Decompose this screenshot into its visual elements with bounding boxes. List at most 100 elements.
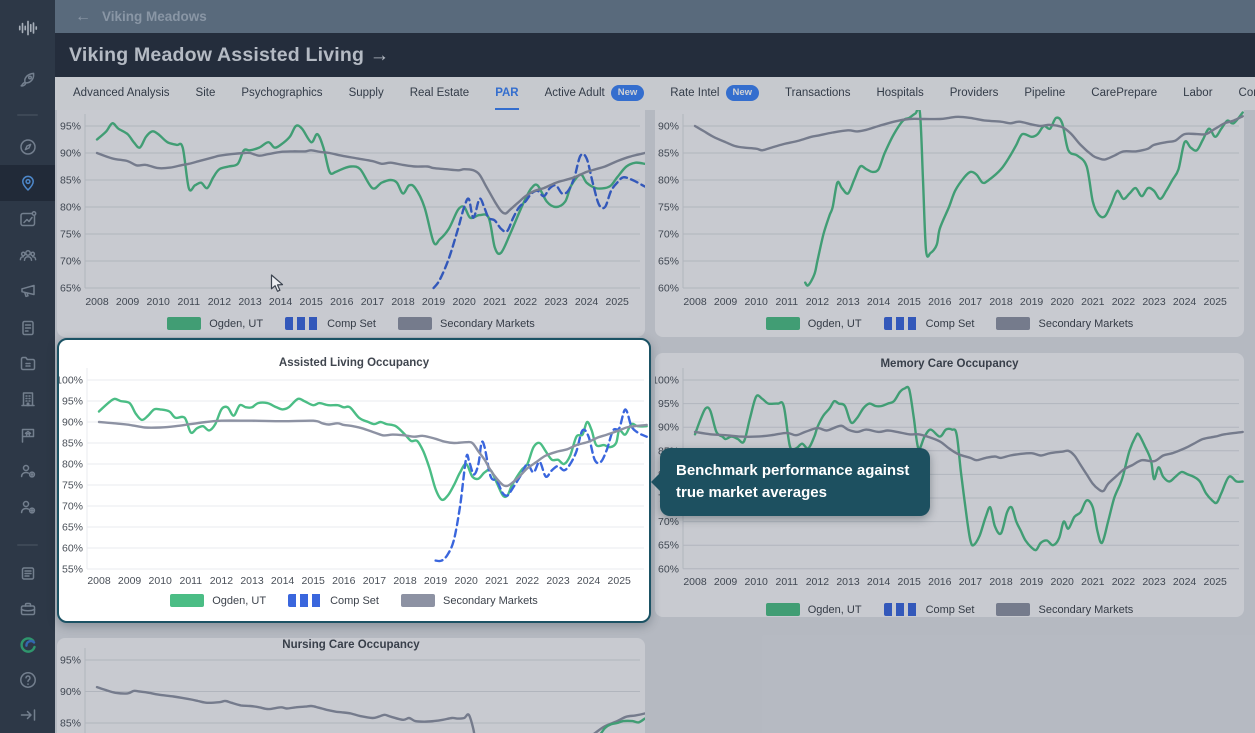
legend-swatch <box>765 317 800 330</box>
svg-text:2017: 2017 <box>363 575 387 587</box>
tab-supply[interactable]: Supply <box>348 86 384 99</box>
legend-label: Ogden, UT <box>209 317 264 330</box>
svg-text:2010: 2010 <box>745 576 769 588</box>
sidebar-item-news[interactable] <box>0 555 55 591</box>
tab-rate-intel[interactable]: Rate Intel New <box>670 77 760 110</box>
legend-item: Ogden, UT <box>167 317 263 330</box>
chart-card-top-right: 90% 85% 80% 75% 70% 65% 60% 2008 2009 2010 2011 201… <box>655 110 1244 337</box>
svg-text:2009: 2009 <box>714 296 738 308</box>
svg-text:2019: 2019 <box>1020 296 1044 308</box>
svg-text:2010: 2010 <box>745 296 769 308</box>
svg-text:2019: 2019 <box>1020 576 1044 588</box>
sidebar-item-reports[interactable] <box>0 310 55 346</box>
svg-text:2014: 2014 <box>867 296 891 308</box>
legend-item: Comp Set <box>285 317 376 330</box>
legend-swatch <box>400 594 435 607</box>
svg-text:90%: 90% <box>60 148 81 160</box>
sidebar-item-jobs[interactable] <box>0 591 55 627</box>
svg-text:2018: 2018 <box>391 296 415 308</box>
svg-text:2022: 2022 <box>516 575 540 587</box>
svg-text:2022: 2022 <box>514 296 538 308</box>
sidebar-item-demographics[interactable] <box>0 237 55 273</box>
svg-text:2013: 2013 <box>836 296 860 308</box>
legend-item: Secondary Markets <box>400 594 538 607</box>
tab-active-adult[interactable]: Active Adult New <box>545 77 645 110</box>
legend-label: Ogden, UT <box>807 603 862 616</box>
legend-label: Secondary Markets <box>442 594 538 607</box>
tab-advanced-analysis[interactable]: Advanced Analysis <box>73 86 170 99</box>
waveform-logo-icon <box>18 20 37 36</box>
tab-real-estate[interactable]: Real Estate <box>409 86 470 99</box>
svg-text:60%: 60% <box>658 283 679 295</box>
back-label[interactable]: Viking Meadows <box>102 9 207 24</box>
sidebar-item-markets[interactable] <box>0 165 55 201</box>
svg-text:2020: 2020 <box>1051 576 1075 588</box>
tab-psychographics[interactable]: Psychographics <box>241 86 323 99</box>
tab-transactions[interactable]: Transactions <box>785 86 851 99</box>
property-sign-icon <box>21 428 34 443</box>
tour-tooltip-text: Benchmark performance against true marke… <box>676 462 910 501</box>
sidebar-item-help[interactable] <box>0 662 55 698</box>
sidebar-item-marketing[interactable] <box>0 273 55 309</box>
tab-labor[interactable]: Labor <box>1183 86 1213 99</box>
collapse-icon <box>20 709 35 721</box>
tab-careprepare[interactable]: CarePrepare <box>1091 86 1158 99</box>
tab-hospitals[interactable]: Hospitals <box>876 86 924 99</box>
svg-text:2025: 2025 <box>1204 576 1228 588</box>
chart-card-top-left: 95% 90% 85% 80% 75% 70% 65% 2008 2009 2010 2011 201… <box>57 110 646 337</box>
topbar: ← Viking Meadows <box>55 0 1255 33</box>
sidebar-item-contacts[interactable] <box>0 489 55 525</box>
sidebar-item-brand[interactable] <box>0 627 55 663</box>
briefcase-icon <box>20 602 35 616</box>
legend-item: Ogden, UT <box>170 594 266 607</box>
tab-site[interactable]: Site <box>195 86 216 99</box>
svg-text:95%: 95% <box>60 121 81 133</box>
svg-text:2008: 2008 <box>85 296 109 308</box>
svg-text:2013: 2013 <box>240 575 264 587</box>
tab-pipeline[interactable]: Pipeline <box>1024 86 1066 99</box>
tab-providers[interactable]: Providers <box>949 86 999 99</box>
chart-frame-icon <box>19 211 36 227</box>
mouse-cursor <box>270 274 285 298</box>
legend-swatch <box>765 603 800 616</box>
sidebar-item-real-estate[interactable] <box>0 417 55 453</box>
svg-text:100%: 100% <box>59 375 83 387</box>
svg-text:2018: 2018 <box>989 576 1013 588</box>
svg-text:2023: 2023 <box>1142 576 1166 588</box>
sidebar-item-collapse[interactable] <box>0 697 55 733</box>
tab-par[interactable]: PAR <box>495 77 519 110</box>
sidebar-item-analytics[interactable] <box>0 201 55 237</box>
svg-text:2014: 2014 <box>867 576 891 588</box>
svg-text:90%: 90% <box>658 422 679 434</box>
svg-text:2025: 2025 <box>608 575 632 587</box>
sidebar-item-providers[interactable] <box>0 453 55 489</box>
app-logo[interactable] <box>0 10 55 46</box>
sidebar-item-hospitals[interactable] <box>0 381 55 417</box>
svg-text:2015: 2015 <box>302 575 326 587</box>
sidebar-item-explore[interactable] <box>0 129 55 165</box>
svg-text:95%: 95% <box>62 396 83 408</box>
chart-legend: Ogden, UT Comp Set Secondary Markets <box>655 603 1244 616</box>
svg-text:2023: 2023 <box>546 575 570 587</box>
svg-text:2008: 2008 <box>683 296 707 308</box>
folder-apps-icon <box>20 356 35 371</box>
sidebar-item-portfolio[interactable] <box>0 345 55 381</box>
legend-label: Ogden, UT <box>807 317 862 330</box>
svg-text:2020: 2020 <box>1051 296 1075 308</box>
nursing-care-chart: 95%90%85%80%Nursing Care Occupancy <box>57 638 646 733</box>
svg-text:2016: 2016 <box>332 575 356 587</box>
compass-icon <box>19 139 36 155</box>
sidebar-item-launch[interactable] <box>0 61 55 97</box>
svg-text:2019: 2019 <box>424 575 448 587</box>
svg-text:85%: 85% <box>62 438 83 450</box>
tab-construction-cost[interactable]: Construction Cost <box>1238 86 1255 99</box>
svg-text:2017: 2017 <box>959 296 983 308</box>
svg-text:2020: 2020 <box>455 575 479 587</box>
sidebar-divider <box>17 544 38 546</box>
tab-bar: Advanced Analysis Site Psychographics Su… <box>55 77 1255 110</box>
svg-text:2018: 2018 <box>393 575 417 587</box>
back-icon[interactable]: ← <box>75 7 91 25</box>
memory-care-chart: 100%95%90%85%80%75%70%65%60%Memory Care … <box>652 353 1244 617</box>
svg-text:2016: 2016 <box>928 296 952 308</box>
svg-text:2024: 2024 <box>577 575 601 587</box>
